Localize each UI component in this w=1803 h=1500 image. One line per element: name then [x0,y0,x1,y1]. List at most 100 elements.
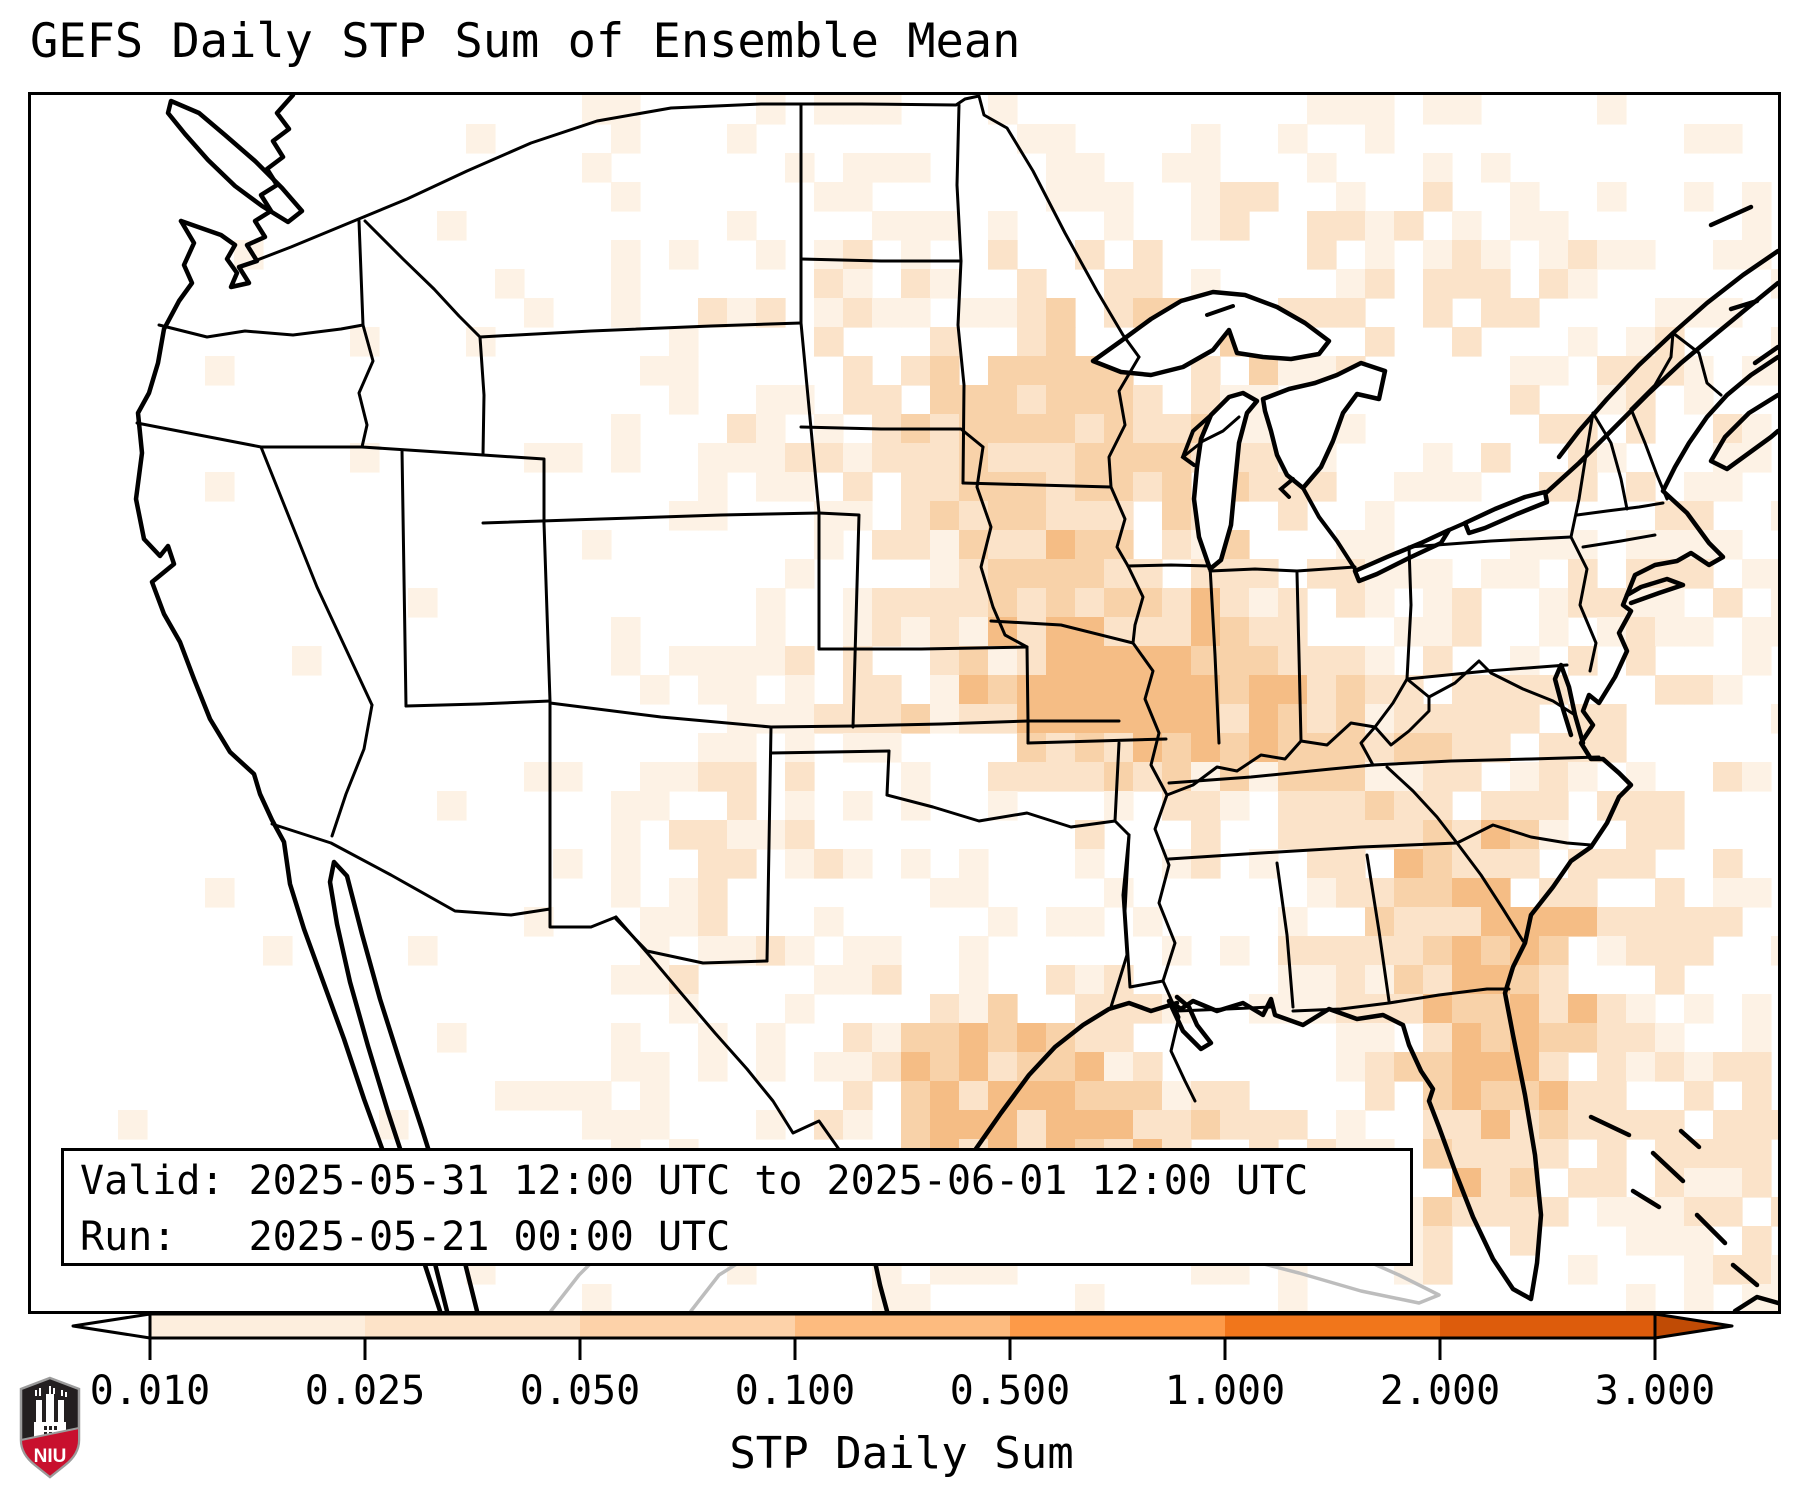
heat-cell [814,182,844,212]
heat-cell [1220,675,1250,705]
heat-cell [843,95,873,125]
heat-cell [669,240,699,270]
heat-cell [1452,1110,1482,1140]
heat-cell [1365,965,1395,995]
info-box: Valid: 2025-05-31 12:00 UTC to 2025-06-0… [61,1148,1413,1266]
heat-cell [1655,1139,1685,1169]
nova-scotia [1708,392,1778,472]
colorbar-tick-label: 0.100 [735,1368,855,1413]
heat-cell [1510,1197,1540,1227]
heat-cell [1191,791,1221,821]
heat-cell [1191,617,1221,647]
heat-cell [1539,907,1569,937]
heat-cell [1249,472,1279,502]
heat-cell [1423,1052,1453,1082]
heat-cell [1626,1052,1656,1082]
colorbar-segment [365,1314,581,1338]
heat-cell [1510,762,1540,792]
heat-cell [1481,559,1511,589]
ny-vt-border [1569,411,1595,539]
tx-ar-border [1113,819,1131,837]
heat-cell [1336,936,1366,966]
heat-cell [1191,704,1221,734]
colorbar-outline [148,1312,1657,1340]
heat-cell [1220,704,1250,734]
heat-cell [1191,849,1221,879]
heat-cell [1162,414,1192,444]
nh-me-border [1629,407,1669,501]
green-bay [1180,413,1213,467]
colorbar-tick-label: 3.000 [1595,1368,1715,1413]
heat-cell [1075,675,1105,705]
heat-cell [1713,907,1743,937]
heat-cell [1655,1168,1685,1198]
heat-cell [1452,1023,1482,1053]
lake-connectors [1180,304,1467,571]
heat-cell [1568,1023,1598,1053]
heat-cell [669,762,699,792]
heat-cell [930,646,960,676]
heat-cell [611,182,641,212]
heat-cell [1742,1110,1772,1140]
heat-cell [1655,298,1685,328]
wi-mi-border [1181,415,1241,459]
heat-cell [205,878,235,908]
heat-cell [1307,646,1337,676]
heat-cell [843,1052,873,1082]
heat-cell [843,240,873,270]
heat-cell [582,1284,612,1311]
mississippi-river-border [1131,641,1197,1103]
heat-cell [1133,269,1163,299]
heat-cell [1655,878,1685,908]
heat-cell [727,820,757,850]
lake-superior [1090,289,1332,378]
heat-cell [930,1081,960,1111]
heat-cell [988,443,1018,473]
heat-cell [1017,298,1047,328]
wv-va-border [1405,659,1493,699]
heat-cell [1133,240,1163,270]
heat-cell [901,617,931,647]
heat-cell [1046,762,1076,792]
heat-cell [901,443,931,473]
heat-cell [1423,95,1453,125]
heat-cell [1191,1081,1221,1111]
heat-cell [901,1052,931,1082]
colorbar-segment [795,1314,1011,1338]
la-ms-border [1175,1005,1273,1013]
heat-cell [669,965,699,995]
heat-cell [1046,1081,1076,1111]
heat-cell [1365,501,1395,531]
heat-cell [1655,820,1685,850]
heat-cell [1713,240,1743,270]
heat-cell [843,791,873,821]
heat-cell [1481,1110,1511,1140]
heat-cell [843,385,873,415]
heat-cell [1771,559,1778,589]
run-time-text: Run: 2025-05-21 00:00 UTC [80,1214,731,1260]
heat-cell [1713,124,1743,154]
heat-cell [1104,646,1134,676]
heat-cell [1075,762,1105,792]
ut-az-border [404,699,552,708]
heat-cell [1017,733,1047,763]
heat-cell [785,762,815,792]
missouri-river-border [975,445,1029,649]
tn-ms-al-ga-border [1167,841,1459,861]
heat-cell [1017,530,1047,560]
heat-cell [756,240,786,270]
heat-cell [1365,646,1395,676]
heat-cell [1075,588,1105,618]
heat-cell [1771,1197,1778,1227]
42nd-parallel-border [135,421,485,457]
heat-cell [1481,704,1511,734]
heat-cell [1017,1052,1047,1082]
heat-cell [930,994,960,1024]
heat-cell [437,791,467,821]
heat-cell [785,646,815,676]
heat-cell [1307,936,1337,966]
heat-cell [1771,1284,1778,1311]
heat-cell [1394,965,1424,995]
vt-nh-border [1591,411,1629,511]
heat-cell [1481,733,1511,763]
